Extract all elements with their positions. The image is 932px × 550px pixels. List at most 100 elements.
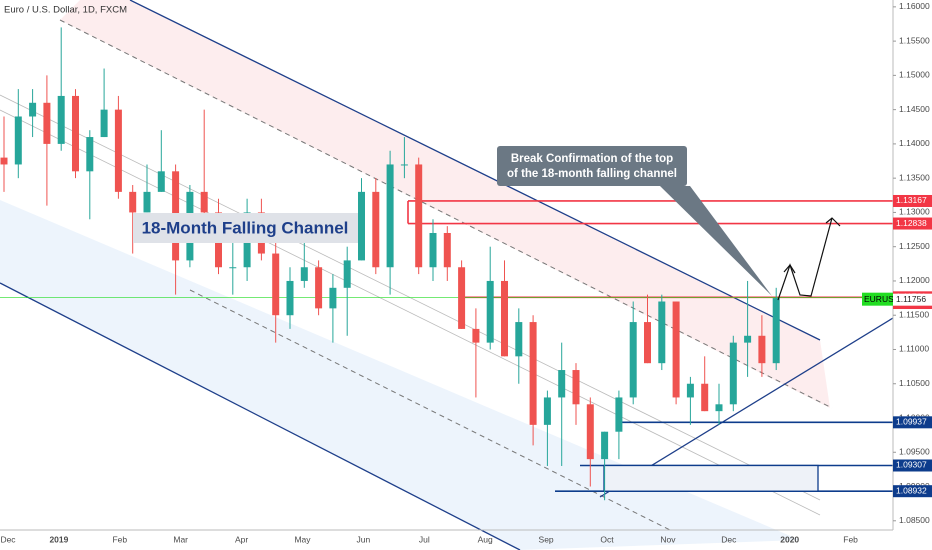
candle-body (386, 164, 394, 268)
candle-body (443, 232, 451, 268)
candle-body (114, 109, 122, 192)
y-tick-label: 1.16000 (899, 1, 930, 11)
candle-body (200, 191, 208, 213)
candle-body (372, 191, 380, 268)
candle-body (129, 191, 137, 213)
candle-body (615, 397, 623, 432)
price-label: 1.09307 (896, 460, 927, 470)
candle-body (543, 397, 551, 425)
x-tick-label: 2019 (49, 534, 68, 544)
candle-body (72, 95, 79, 172)
candle-body (415, 164, 423, 268)
arrow-head (783, 217, 841, 274)
y-tick-label: 1.14000 (899, 138, 930, 148)
channel-mid-dashed (59, 19, 833, 409)
candle-body (658, 301, 666, 364)
x-tick-label: Jul (419, 534, 430, 544)
candle-body (672, 301, 680, 398)
y-tick-label: 1.12000 (899, 275, 930, 285)
candle-body (229, 267, 237, 269)
candle-body (729, 342, 737, 405)
y-tick-label: 1.15500 (899, 35, 930, 45)
current-price-box (893, 293, 932, 306)
price-label-box (893, 217, 932, 230)
x-tick-label: Dec (721, 534, 737, 544)
candle-body (29, 102, 37, 117)
y-tick-label: 1.12500 (899, 241, 930, 251)
x-tick-label: Apr (235, 534, 248, 544)
price-label-box (893, 194, 932, 207)
x-tick-label: Nov (660, 534, 676, 544)
candle-body (57, 95, 65, 144)
x-tick-label: Mar (173, 534, 188, 544)
candle-body (744, 335, 752, 343)
y-tick-label: 1.09500 (899, 447, 930, 457)
candle-body (329, 287, 337, 309)
price-label-box (893, 416, 932, 429)
candle-body (315, 267, 323, 309)
chart-title: Euro / U.S. Dollar, 1D, FXCM (4, 5, 127, 16)
zone-box (603, 464, 819, 492)
x-tick-label: Dec (0, 534, 16, 544)
channel-fill-upper (60, 0, 830, 408)
candle-body (358, 191, 365, 261)
y-tick-label: 1.11000 (899, 344, 929, 354)
channel-bottom (0, 282, 521, 550)
candle-body (629, 322, 637, 398)
candle-body (515, 322, 523, 357)
candle-body (486, 280, 494, 343)
channel-line (0, 109, 821, 516)
candle-body (300, 267, 308, 281)
x-tick-label: Jun (357, 534, 371, 544)
candle-body (286, 280, 294, 316)
candle-body (400, 164, 408, 166)
candle-body (472, 328, 480, 343)
price-label: 1.09937 (896, 417, 927, 427)
price-label: 1.08932 (896, 485, 927, 495)
symbol-label: EURUSD (864, 294, 900, 304)
candle-body (601, 431, 609, 460)
candle-body (43, 102, 51, 144)
channel-top (129, 0, 821, 341)
candle-body (758, 335, 766, 364)
x-tick-label: May (294, 534, 311, 544)
x-tick-label: Aug (478, 534, 493, 544)
candle-body (558, 370, 566, 398)
candle-body (458, 267, 466, 329)
candle-body (100, 109, 108, 138)
callout-text: of the 18-month falling channel (507, 168, 677, 180)
price-axis (893, 0, 932, 550)
candle-body (0, 157, 8, 165)
x-tick-label: Sep (539, 534, 554, 544)
callout-text: Break Confirmation of the top (511, 153, 673, 165)
candle-body (429, 232, 437, 268)
callout-box (497, 146, 687, 186)
callout-pointer (660, 186, 772, 296)
candle-body (686, 383, 694, 398)
x-tick-label: Oct (600, 534, 614, 544)
projection-arrow (777, 217, 833, 301)
symbol-box (862, 292, 893, 306)
candle-body (529, 322, 537, 425)
label-box (133, 213, 358, 243)
y-tick-label: 1.13000 (899, 207, 930, 217)
candle-body (86, 137, 94, 172)
current-price: 1.11756 (896, 294, 926, 304)
y-tick-label: 1.13500 (899, 172, 930, 182)
y-tick-label: 1.15000 (899, 70, 930, 80)
candle-body (586, 404, 594, 460)
y-tick-label: 1.14500 (899, 104, 930, 114)
candle-body (14, 116, 22, 165)
candle-body (701, 383, 709, 412)
x-tick-label: Feb (112, 534, 127, 544)
candle-body (157, 171, 165, 192)
candle-body (715, 404, 723, 412)
y-tick-label: 1.08500 (899, 515, 930, 525)
x-tick-label: Feb (843, 534, 858, 544)
candle-body (343, 260, 351, 288)
y-tick-label: 1.11500 (899, 309, 929, 319)
x-tick-label: 2020 (780, 534, 799, 544)
price-label-box (893, 459, 932, 472)
candle-body (272, 253, 280, 316)
